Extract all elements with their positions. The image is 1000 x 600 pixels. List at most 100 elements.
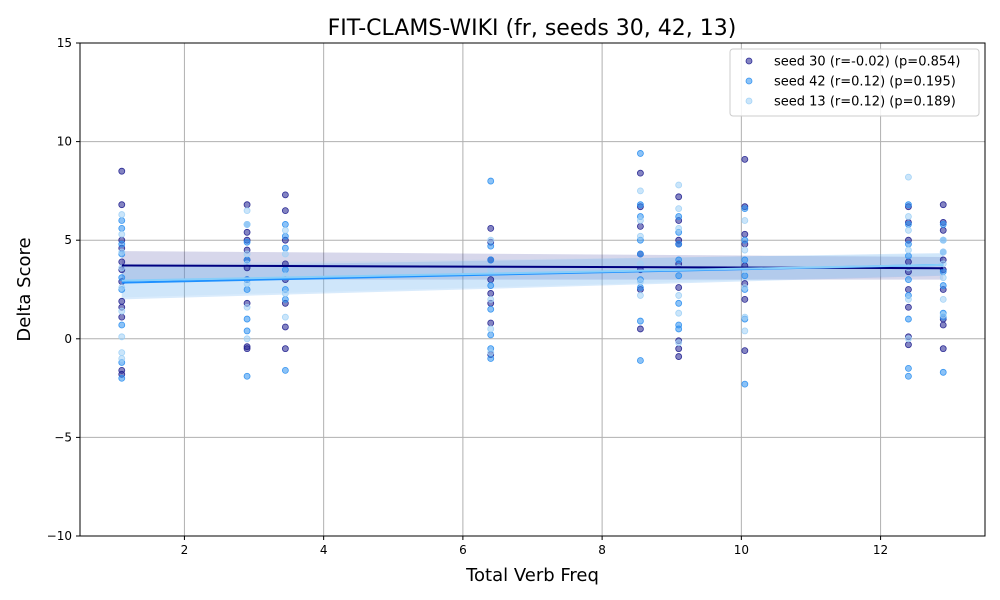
- scatter-point: [939, 226, 947, 234]
- scatter-point: [281, 232, 289, 240]
- scatter-point: [637, 278, 644, 286]
- scatter-point: [243, 315, 251, 323]
- scatter-point: [637, 325, 644, 333]
- legend-label: seed 42 (r=0.12) (p=0.195): [774, 75, 956, 90]
- scatter-point: [741, 155, 749, 163]
- scatter-point: [243, 207, 251, 215]
- x-tick-label: 8: [598, 543, 606, 557]
- scatter-point: [675, 193, 683, 201]
- scatter-point: [281, 295, 289, 303]
- scatter-point: [118, 240, 126, 248]
- confidence-band: [121, 251, 944, 280]
- scatter-point: [675, 256, 683, 264]
- scatter-point: [281, 290, 289, 297]
- scatter-point: [675, 205, 683, 213]
- scatter-point: [905, 226, 912, 234]
- scatter-point: [939, 248, 947, 256]
- scatter-point: [487, 319, 495, 327]
- scatter-point: [741, 380, 749, 388]
- scatter-point: [118, 313, 126, 321]
- scatter-point: [637, 317, 644, 325]
- x-tick-label: 12: [873, 543, 888, 557]
- scatter-point: [741, 327, 749, 335]
- scatter-point: [939, 368, 947, 376]
- scatter-point: [118, 217, 126, 224]
- scatter-point: [675, 284, 683, 291]
- legend-marker: [745, 57, 753, 65]
- scatter-point: [675, 345, 683, 353]
- x-tick-label: 6: [459, 543, 467, 557]
- scatter-point: [281, 313, 289, 321]
- scatter-point: [939, 295, 947, 303]
- scatter-point: [118, 224, 126, 232]
- scatter-point: [741, 246, 749, 254]
- scatter-point: [741, 295, 749, 303]
- scatter-point: [487, 295, 495, 303]
- y-tick-label: 15: [57, 36, 72, 50]
- scatter-point: [118, 201, 126, 209]
- scatter-point: [637, 150, 644, 157]
- x-axis-title: Total Verb Freq: [465, 565, 599, 586]
- confidence-band: [121, 253, 944, 300]
- scatter-point: [243, 303, 251, 311]
- scatter-point: [905, 252, 912, 260]
- scatter-point: [675, 224, 683, 232]
- scatter-point: [243, 221, 251, 228]
- legend-box: [729, 48, 980, 117]
- scatter-point: [118, 211, 126, 218]
- regression-line: [121, 263, 944, 282]
- scatter-point: [281, 366, 289, 374]
- scatter-point: [905, 246, 912, 254]
- scatter-point: [939, 268, 947, 276]
- scatter-point: [905, 258, 912, 266]
- scatter-point: [487, 331, 495, 339]
- scatter-point: [637, 201, 644, 209]
- y-tick-label: −10: [47, 529, 72, 543]
- scatter-point: [281, 345, 289, 353]
- chart-title: FIT-CLAMS-WIKI (fr, seeds 30, 42, 13): [328, 16, 737, 41]
- scatter-point: [675, 353, 683, 360]
- scatter-point: [905, 364, 912, 372]
- scatter-point: [487, 224, 495, 232]
- scatter-point: [243, 250, 251, 258]
- scatter-point: [741, 217, 749, 224]
- scatter-point: [741, 272, 749, 280]
- scatter-point: [487, 236, 495, 244]
- scatter-point: [637, 260, 644, 268]
- scatter-point: [637, 357, 644, 364]
- scatter-point: [243, 228, 251, 236]
- regression-lines: [121, 263, 944, 284]
- scatter-point: [675, 325, 683, 333]
- scatter-point: [939, 260, 947, 268]
- confidence-bands: [121, 251, 944, 300]
- scatter-point: [939, 321, 947, 329]
- scatter-point: [281, 323, 289, 331]
- scatter-point: [118, 230, 126, 238]
- scatter-point: [905, 303, 912, 311]
- scatter-point: [939, 282, 947, 289]
- scatter-point: [637, 284, 644, 291]
- scatter-point: [905, 201, 912, 209]
- scatter-point: [637, 217, 644, 224]
- scatter-point: [118, 248, 126, 256]
- scatter-point: [487, 282, 495, 289]
- scatter-point: [637, 250, 644, 258]
- scatter-point: [675, 240, 683, 248]
- scatter-point: [905, 286, 912, 293]
- scatter-point: [905, 372, 912, 380]
- scatter-point: [905, 341, 912, 349]
- scatter-point: [118, 274, 126, 282]
- scatter-point: [675, 272, 683, 280]
- scatter-point: [741, 313, 749, 321]
- scatter-point: [243, 335, 251, 343]
- scatter-point: [487, 325, 495, 333]
- scatter-point: [741, 256, 749, 264]
- y-axis-title: Delta Score: [14, 237, 35, 341]
- scatter-point: [118, 349, 126, 357]
- confidence-band: [121, 254, 944, 298]
- scatter-point: [487, 256, 495, 264]
- scatter-point: [905, 335, 912, 343]
- scatter-point: [118, 284, 126, 291]
- scatter-point: [118, 167, 126, 175]
- scatter-point: [905, 295, 912, 303]
